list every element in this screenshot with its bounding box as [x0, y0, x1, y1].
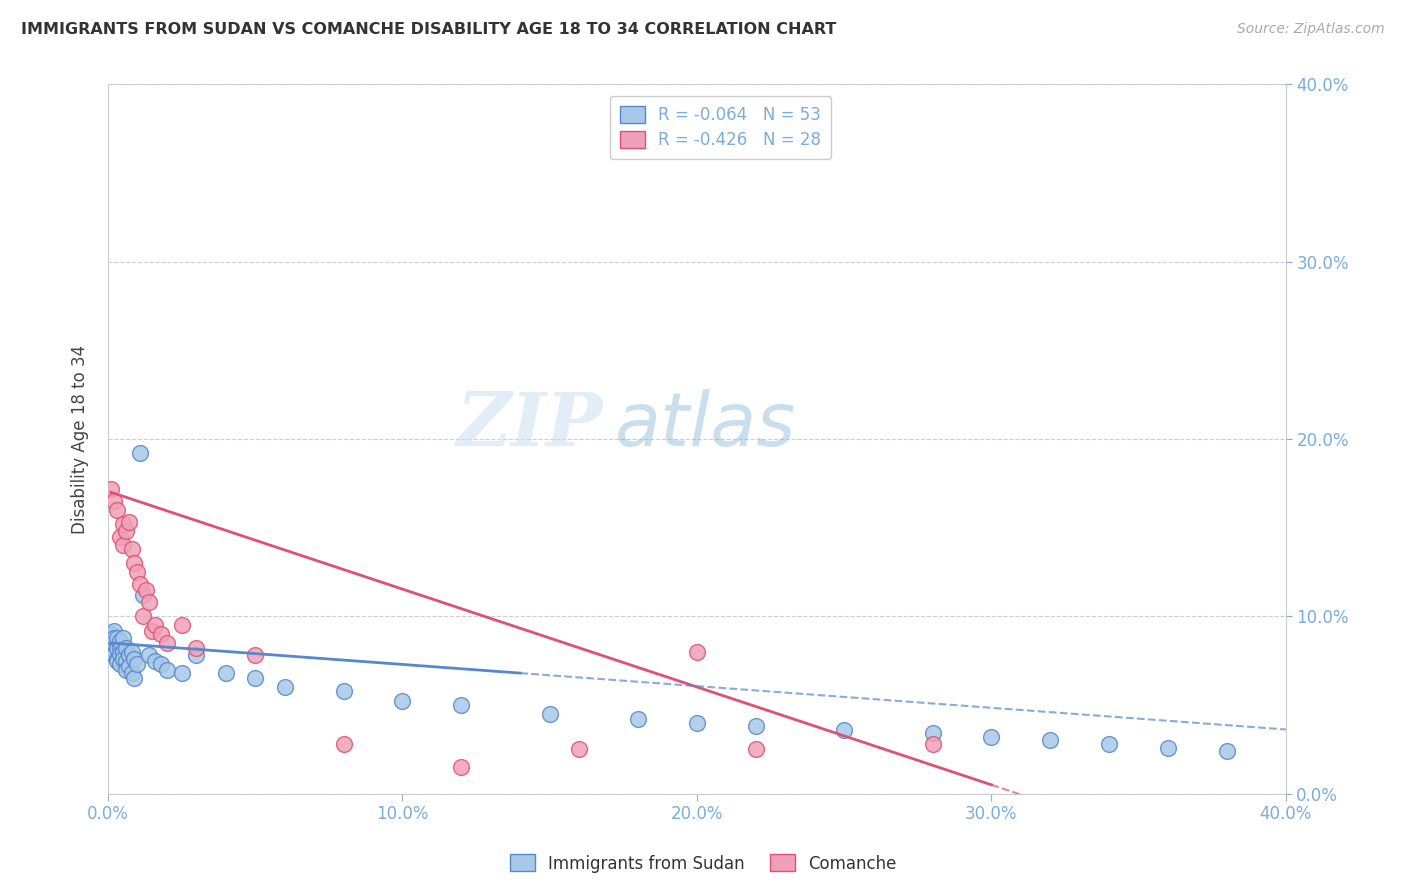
- Point: [100, 482, 122, 496]
- Point: [121, 645, 143, 659]
- Point: [215, 666, 238, 681]
- Point: [135, 582, 157, 597]
- Point: [138, 595, 160, 609]
- Point: [627, 712, 650, 726]
- Point: [105, 652, 128, 666]
- Point: [108, 634, 131, 648]
- Point: [186, 648, 208, 663]
- Point: [391, 694, 413, 708]
- Point: [111, 538, 134, 552]
- Point: [129, 446, 152, 460]
- Point: [132, 609, 155, 624]
- Point: [100, 645, 122, 659]
- Point: [141, 624, 163, 638]
- Point: [332, 683, 354, 698]
- Legend: R = -0.064   N = 53, R = -0.426   N = 28: R = -0.064 N = 53, R = -0.426 N = 28: [610, 96, 831, 160]
- Point: [121, 541, 143, 556]
- Point: [114, 663, 136, 677]
- Point: [127, 565, 149, 579]
- Point: [245, 648, 267, 663]
- Point: [186, 641, 208, 656]
- Point: [245, 672, 267, 686]
- Point: [1098, 737, 1121, 751]
- Point: [150, 627, 173, 641]
- Point: [117, 648, 139, 663]
- Point: [686, 715, 709, 730]
- Point: [103, 494, 125, 508]
- Point: [1157, 740, 1180, 755]
- Point: [170, 618, 193, 632]
- Point: [108, 647, 131, 661]
- Point: [105, 631, 128, 645]
- Point: [111, 645, 134, 659]
- Legend: Immigrants from Sudan, Comanche: Immigrants from Sudan, Comanche: [503, 847, 903, 880]
- Point: [450, 698, 472, 712]
- Point: [138, 648, 160, 663]
- Point: [105, 503, 128, 517]
- Point: [921, 737, 943, 751]
- Text: IMMIGRANTS FROM SUDAN VS COMANCHE DISABILITY AGE 18 TO 34 CORRELATION CHART: IMMIGRANTS FROM SUDAN VS COMANCHE DISABI…: [21, 22, 837, 37]
- Point: [745, 742, 768, 756]
- Point: [832, 723, 855, 737]
- Point: [1216, 744, 1239, 758]
- Point: [111, 517, 134, 532]
- Point: [538, 706, 561, 721]
- Point: [108, 530, 131, 544]
- Point: [568, 742, 591, 756]
- Point: [127, 657, 149, 672]
- Point: [450, 760, 472, 774]
- Point: [332, 737, 354, 751]
- Point: [980, 730, 1002, 744]
- Point: [156, 663, 179, 677]
- Point: [108, 657, 131, 672]
- Point: [117, 659, 139, 673]
- Point: [100, 636, 122, 650]
- Point: [103, 624, 125, 638]
- Point: [273, 681, 295, 695]
- Point: [100, 627, 122, 641]
- Point: [121, 666, 143, 681]
- Text: ZIP: ZIP: [457, 389, 603, 461]
- Point: [111, 652, 134, 666]
- Point: [150, 657, 173, 672]
- Point: [124, 672, 146, 686]
- Point: [129, 577, 152, 591]
- Point: [114, 641, 136, 656]
- Point: [686, 645, 709, 659]
- Point: [103, 636, 125, 650]
- Point: [156, 636, 179, 650]
- Point: [1039, 733, 1062, 747]
- Point: [745, 719, 768, 733]
- Point: [921, 726, 943, 740]
- Point: [114, 524, 136, 539]
- Point: [143, 654, 166, 668]
- Point: [103, 648, 125, 663]
- Text: Source: ZipAtlas.com: Source: ZipAtlas.com: [1237, 22, 1385, 37]
- Point: [170, 666, 193, 681]
- Point: [111, 631, 134, 645]
- Text: atlas: atlas: [614, 389, 796, 461]
- Point: [132, 588, 155, 602]
- Point: [114, 654, 136, 668]
- Point: [117, 516, 139, 530]
- Point: [103, 631, 125, 645]
- Y-axis label: Disability Age 18 to 34: Disability Age 18 to 34: [72, 344, 89, 533]
- Point: [108, 640, 131, 654]
- Point: [124, 556, 146, 570]
- Point: [143, 618, 166, 632]
- Point: [124, 652, 146, 666]
- Point: [105, 654, 128, 668]
- Point: [105, 641, 128, 656]
